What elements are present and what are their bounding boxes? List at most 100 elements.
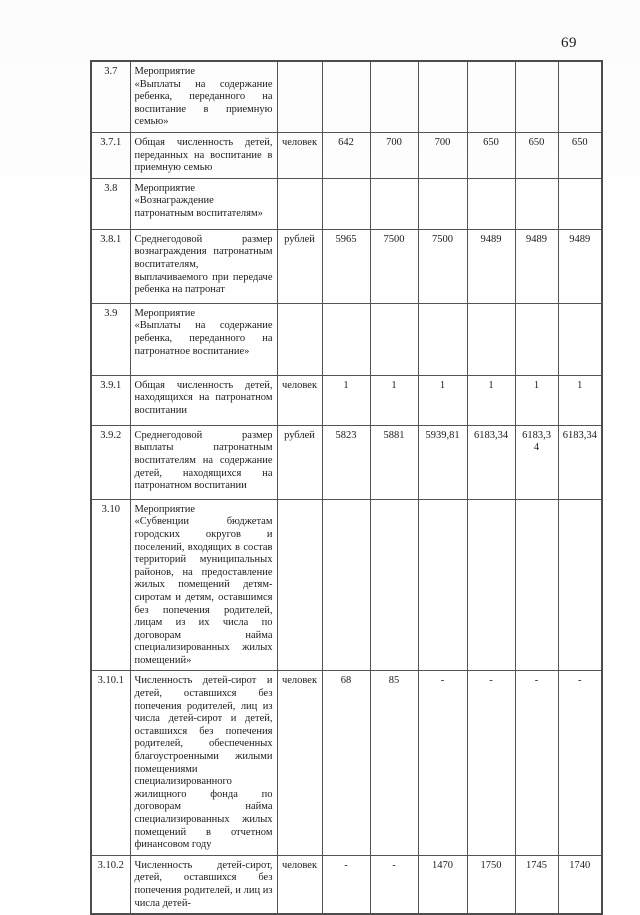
value-cell: - [417,670,468,856]
unit-cell: человек [276,670,323,856]
value-cell: 700 [369,131,419,179]
row-number-cell: 3.10.2 [90,854,131,915]
value-cell: 700 [417,131,468,179]
value-cell [417,302,468,376]
value-cell: 7500 [369,228,419,304]
table-row: 3.10.2 Численность детей-сирот, детей, о… [90,854,603,915]
value-cell: 1 [369,374,419,426]
value-cell [514,302,559,376]
value-cell [417,498,468,672]
value-cell: 5823 [321,424,371,500]
value-cell: 650 [466,131,516,179]
row-number-cell: 3.10.1 [90,670,131,856]
indicator-name-cell: Мероприятие «Субвенции бюджетам городски… [129,498,278,672]
value-cell: - [557,670,603,856]
unit-cell: человек [276,131,323,179]
unit-cell: человек [276,374,323,426]
indicator-name-cell: Мероприятие «Выплаты на содержание ребен… [129,302,278,376]
value-cell: 1 [557,374,603,426]
value-cell [514,498,559,672]
unit-cell: рублей [276,424,323,500]
row-number-cell: 3.7 [90,60,131,133]
value-cell: 9489 [557,228,603,304]
value-cell: 1740 [557,854,603,915]
value-cell [557,60,603,133]
row-number-cell: 3.8.1 [90,228,131,304]
value-cell [466,302,516,376]
value-cell [557,302,603,376]
table-row: 3.7.1 Общая численность детей, переданны… [90,131,603,179]
unit-cell [276,498,323,672]
value-cell: 1 [417,374,468,426]
indicator-name-cell: Среднегодовой размер вознаграждения патр… [129,228,278,304]
value-cell: 5965 [321,228,371,304]
value-cell: 642 [321,131,371,179]
value-cell: - [466,670,516,856]
value-cell: 6183,34 [466,424,516,500]
value-cell: 9489 [466,228,516,304]
value-cell: - [369,854,419,915]
value-cell: 1 [514,374,559,426]
value-cell [417,177,468,230]
table-row: 3.9.1 Общая численность детей, находящих… [90,374,603,426]
value-cell: 650 [514,131,559,179]
value-cell [369,302,419,376]
row-number-cell: 3.9.2 [90,424,131,500]
value-cell: - [514,670,559,856]
unit-cell [276,302,323,376]
table-row: 3.9 Мероприятие «Выплаты на содержание р… [90,302,603,376]
indicator-name-cell: Мероприятие «Вознаграждение патронатным … [129,177,278,230]
value-cell: 6183,34 [514,424,559,500]
value-cell [321,60,371,133]
page-number: 69 [561,35,577,51]
unit-cell [276,60,323,133]
value-cell: 1 [321,374,371,426]
unit-cell: рублей [276,228,323,304]
indicator-name-cell: Численность детей-сирот, детей, оставших… [129,854,278,915]
value-cell [466,60,516,133]
value-cell: 1 [466,374,516,426]
value-cell [369,177,419,230]
indicator-name-cell: Общая численность детей, находящихся на … [129,374,278,426]
value-cell: 6183,34 [557,424,603,500]
row-number-cell: 3.8 [90,177,131,230]
value-cell [514,177,559,230]
value-cell [557,177,603,230]
value-cell: 68 [321,670,371,856]
value-cell: 1750 [466,854,516,915]
value-cell: - [321,854,371,915]
value-cell [321,177,371,230]
value-cell: 5881 [369,424,419,500]
value-cell [466,498,516,672]
value-cell: 5939,81 [417,424,468,500]
table-row: 3.7 Мероприятие «Выплаты на содержание р… [90,60,603,133]
value-cell: 7500 [417,228,468,304]
table-row: 3.10.1 Численность детей-сирот и детей, … [90,670,603,856]
value-cell [466,177,516,230]
value-cell [321,302,371,376]
value-cell: 9489 [514,228,559,304]
value-cell [369,498,419,672]
indicators-table: 3.7 Мероприятие «Выплаты на содержание р… [90,60,603,915]
row-number-cell: 3.7.1 [90,131,131,179]
value-cell [369,60,419,133]
value-cell: 1745 [514,854,559,915]
value-cell [321,498,371,672]
indicator-name-cell: Численность детей-сирот и детей, оставши… [129,670,278,856]
indicator-name-cell: Среднегодовой размер выплаты патронатным… [129,424,278,500]
value-cell [417,60,468,133]
indicator-name-cell: Общая численность детей, переданных на в… [129,131,278,179]
table-row: 3.8 Мероприятие «Вознаграждение патронат… [90,177,603,230]
row-number-cell: 3.10 [90,498,131,672]
value-cell [514,60,559,133]
row-number-cell: 3.9 [90,302,131,376]
table-row: 3.10 Мероприятие «Субвенции бюджетам гор… [90,498,603,672]
indicator-name-cell: Мероприятие «Выплаты на содержание ребен… [129,60,278,133]
value-cell: 650 [557,131,603,179]
value-cell: 85 [369,670,419,856]
table-row: 3.8.1 Среднегодовой размер вознаграждени… [90,228,603,304]
unit-cell: человек [276,854,323,915]
value-cell: 1470 [417,854,468,915]
unit-cell [276,177,323,230]
